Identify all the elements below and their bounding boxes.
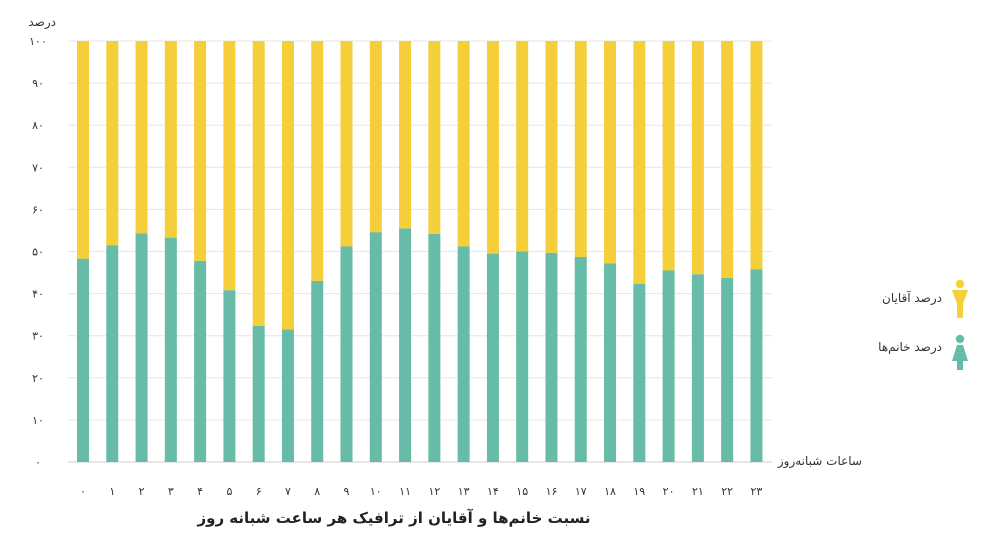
- y-tick-label: ۴۰: [32, 288, 44, 301]
- x-tick-label: ۵: [226, 485, 232, 498]
- bar-men: [750, 41, 763, 270]
- bar-men: [223, 41, 236, 291]
- bar-women: [662, 270, 675, 462]
- bar-men: [340, 41, 353, 247]
- x-tick-label: ۸: [314, 485, 320, 498]
- legend-item-women: درصد خانم‌ها: [878, 334, 968, 370]
- x-tick-label: ۱۱: [399, 485, 411, 498]
- bar-women: [721, 278, 734, 462]
- x-tick-label: ۱۸: [604, 485, 616, 498]
- woman-icon: [952, 334, 968, 370]
- x-tick-label: ۱: [109, 485, 115, 498]
- bar-women: [223, 290, 236, 462]
- bar-women: [574, 256, 587, 462]
- legend-label-men: درصد آقایان: [882, 290, 942, 306]
- bar-men: [721, 41, 734, 279]
- x-tick-label: ۲۳: [751, 485, 763, 498]
- y-tick-label: ۳۰: [32, 330, 44, 343]
- bar-women: [281, 329, 294, 462]
- y-tick-label: ۰: [35, 456, 41, 469]
- bar-men: [633, 41, 646, 284]
- y-tick-label: ۱۰۰: [29, 35, 47, 48]
- x-tick-labels: ۰ ۱ ۲ ۳ ۴ ۵ ۶ ۷ ۸ ۹ ۱۰ ۱۱ ۱۲ ۱۳ ۱۴ ۱۵ ۱۶ ۱۷ ۱۸ ۱۹ ۲۰ ۲۱ ۲۲ ۲۳: [80, 485, 762, 498]
- bar-women: [340, 246, 353, 462]
- bar-women: [369, 232, 382, 462]
- x-tick-label: ۳: [168, 485, 174, 498]
- bar-women: [545, 252, 558, 462]
- y-axis-title: درصد: [28, 15, 56, 30]
- bar-men: [164, 41, 177, 238]
- x-tick-label: ۱۳: [458, 485, 470, 498]
- y-tick-label: ۸۰: [32, 119, 44, 132]
- x-tick-label: ۴: [197, 485, 203, 498]
- bar-women: [106, 245, 119, 462]
- bar-men: [691, 41, 704, 275]
- x-tick-label: ۲۲: [721, 485, 733, 498]
- x-tick-label: ۱۰: [370, 485, 382, 498]
- bar-men: [135, 41, 148, 234]
- y-tick-labels: ۰ ۱۰ ۲۰ ۳۰ ۴۰ ۵۰ ۶۰ ۷۰ ۸۰ ۹۰ ۱۰۰: [29, 35, 47, 469]
- bar-men: [604, 41, 617, 264]
- legend-label-women: درصد خانم‌ها: [878, 340, 942, 355]
- bar-men: [428, 41, 441, 234]
- x-tick-label: ۱۵: [516, 485, 528, 498]
- bar-men: [486, 41, 499, 254]
- x-tick-label: ۱۷: [575, 485, 587, 498]
- bar-women: [135, 233, 148, 462]
- bar-men: [516, 41, 529, 252]
- y-tick-label: ۶۰: [32, 203, 44, 216]
- bar-men: [574, 41, 587, 257]
- bar-men: [369, 41, 382, 233]
- x-tick-label: ۱۴: [487, 485, 499, 498]
- bar-women: [750, 269, 763, 462]
- bar-men: [457, 41, 470, 247]
- bars: [77, 41, 763, 462]
- x-tick-label: ۱۹: [633, 485, 645, 498]
- bar-men: [194, 41, 207, 261]
- grid-lines: [68, 40, 772, 463]
- bar-women: [604, 263, 617, 462]
- bar-women: [311, 280, 324, 462]
- x-tick-label: ۱۲: [428, 485, 440, 498]
- man-icon: [952, 279, 968, 318]
- y-tick-label: ۹۰: [32, 77, 44, 90]
- x-axis-title: ساعات شبانه‌روز: [777, 454, 862, 469]
- x-tick-label: ۱۶: [546, 485, 558, 498]
- x-tick-label: ۰: [80, 485, 86, 498]
- bar-men: [399, 41, 412, 229]
- y-tick-label: ۷۰: [32, 161, 44, 174]
- bar-women: [633, 283, 646, 462]
- bar-women: [486, 253, 499, 462]
- bar-men: [281, 41, 294, 330]
- bar-women: [691, 274, 704, 462]
- bar-women: [457, 246, 470, 462]
- bar-women: [516, 251, 529, 462]
- bar-men: [77, 41, 89, 259]
- bar-men: [545, 41, 558, 253]
- bar-women: [164, 237, 177, 462]
- bar-women: [428, 233, 441, 462]
- y-tick-label: ۱۰: [32, 414, 44, 427]
- x-tick-label: ۹: [344, 485, 350, 498]
- bar-men: [662, 41, 675, 271]
- x-tick-label: ۲۱: [692, 485, 704, 498]
- bar-women: [194, 260, 207, 462]
- x-tick-label: ۶: [256, 485, 262, 498]
- bar-women: [399, 228, 412, 462]
- legend-item-men: درصد آقایان: [882, 279, 968, 318]
- bar-men: [106, 41, 119, 246]
- x-tick-label: ۲: [139, 485, 145, 498]
- bar-men: [311, 41, 324, 281]
- chart-title: نسبت خانم‌ها و آقایان از ترافیک هر ساعت …: [196, 509, 590, 527]
- bar-women: [77, 258, 89, 462]
- x-tick-label: ۲۰: [663, 485, 675, 498]
- y-tick-label: ۲۰: [32, 372, 44, 385]
- bar-women: [252, 326, 265, 462]
- bar-men: [252, 41, 265, 327]
- y-tick-label: ۵۰: [32, 246, 44, 259]
- x-tick-label: ۷: [285, 485, 291, 498]
- legend: درصد آقایان درصد خانم‌ها: [878, 279, 968, 370]
